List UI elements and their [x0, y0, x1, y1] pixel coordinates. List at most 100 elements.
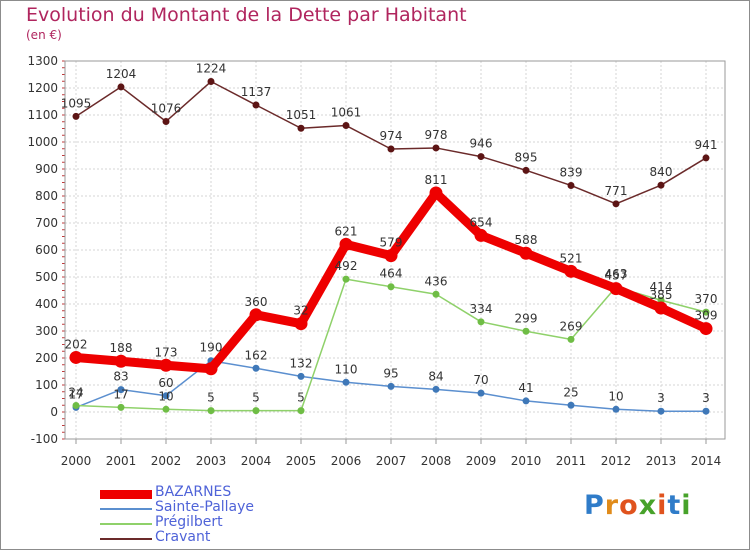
y-tick-label: 100 — [35, 378, 58, 392]
x-tick-label: 2013 — [646, 454, 677, 468]
y-tick-label: 300 — [35, 324, 58, 338]
data-point — [612, 405, 620, 413]
data-label: 5 — [252, 391, 260, 405]
data-label: 839 — [560, 165, 583, 179]
data-point — [249, 308, 263, 322]
data-label: 334 — [470, 302, 493, 316]
data-label: 654 — [470, 215, 493, 229]
data-label: 10 — [158, 389, 173, 403]
data-point — [657, 181, 665, 189]
data-label: 946 — [470, 137, 493, 151]
data-point — [477, 389, 485, 397]
data-point — [117, 83, 125, 91]
data-point — [162, 117, 170, 125]
x-tick-label: 2002 — [151, 454, 182, 468]
legend-swatch — [100, 508, 152, 510]
legend-swatch — [100, 489, 152, 499]
y-tick-label: 1200 — [27, 81, 58, 95]
data-label: 60 — [158, 376, 173, 390]
data-point — [657, 407, 665, 415]
x-tick-label: 2012 — [601, 454, 632, 468]
data-point — [567, 181, 575, 189]
data-point — [702, 407, 710, 415]
data-point — [162, 392, 170, 400]
x-tick-label: 2007 — [376, 454, 407, 468]
y-tick-label: 600 — [35, 243, 58, 257]
data-point — [522, 397, 530, 405]
data-point — [252, 101, 260, 109]
data-point — [522, 327, 530, 335]
data-point — [294, 317, 308, 331]
data-point — [387, 283, 395, 291]
data-point — [252, 407, 260, 415]
y-tick-label: 700 — [35, 216, 58, 230]
y-tick-label: 400 — [35, 297, 58, 311]
data-label: 70 — [473, 373, 488, 387]
data-point — [474, 228, 488, 242]
data-point — [297, 372, 305, 380]
data-label: 521 — [560, 251, 583, 265]
y-tick-label: 1100 — [27, 108, 58, 122]
data-point — [702, 154, 710, 162]
data-point — [387, 145, 395, 153]
x-tick-label: 2011 — [556, 454, 587, 468]
data-label: 811 — [425, 173, 448, 187]
chart-title: Evolution du Montant de la Dette par Hab… — [26, 4, 467, 26]
data-point — [342, 378, 350, 386]
data-label: 895 — [515, 150, 538, 164]
chart-unit-label: (en €) — [26, 28, 62, 42]
x-tick-label: 2008 — [421, 454, 452, 468]
y-tick-label: 0 — [50, 405, 58, 419]
data-label: 771 — [605, 184, 628, 198]
data-label: 3 — [657, 391, 665, 405]
data-point — [612, 200, 620, 208]
data-point — [429, 186, 443, 200]
data-point — [297, 407, 305, 415]
data-label: 110 — [335, 362, 358, 376]
data-label: 579 — [380, 236, 403, 250]
plot-area-border — [64, 60, 726, 440]
data-label: 84 — [428, 369, 443, 383]
data-point — [114, 354, 128, 368]
data-point — [342, 122, 350, 130]
data-point — [564, 264, 578, 278]
legend-swatch — [100, 523, 152, 525]
data-point — [339, 237, 353, 251]
data-label: 1137 — [241, 85, 272, 99]
data-point — [297, 124, 305, 132]
data-label: 840 — [650, 165, 673, 179]
data-point — [567, 401, 575, 409]
legend-label: BAZARNES — [155, 484, 232, 500]
x-tick-label: 2009 — [466, 454, 497, 468]
data-label: 1061 — [331, 106, 362, 120]
data-point — [204, 362, 218, 376]
data-label: 202 — [65, 337, 88, 351]
legend-label: Prégilbert — [155, 514, 223, 530]
data-point — [522, 166, 530, 174]
x-tick-label: 2010 — [511, 454, 542, 468]
proxiti-logo: Proxiti — [584, 490, 692, 521]
data-point — [72, 402, 80, 410]
y-tick-label: 900 — [35, 162, 58, 176]
data-point — [252, 364, 260, 372]
data-label: 32 — [293, 304, 308, 318]
data-point — [699, 322, 713, 336]
data-point — [654, 301, 668, 315]
data-label: 1204 — [106, 67, 137, 81]
data-point — [117, 403, 125, 411]
data-label: 360 — [245, 295, 268, 309]
axes: -100 0 100 200 300 400 500 600 700 800 900 1000 1100… — [27, 54, 726, 468]
data-point — [117, 386, 125, 394]
data-point — [69, 350, 83, 364]
data-label: 436 — [425, 274, 448, 288]
data-point — [432, 144, 440, 152]
data-label: 385 — [650, 288, 673, 302]
data-label: 370 — [695, 292, 718, 306]
data-label: 457 — [605, 269, 628, 283]
x-tick-label: 2005 — [286, 454, 317, 468]
series-layer — [69, 78, 713, 415]
data-label: 173 — [155, 345, 178, 359]
data-label: 464 — [380, 267, 403, 281]
